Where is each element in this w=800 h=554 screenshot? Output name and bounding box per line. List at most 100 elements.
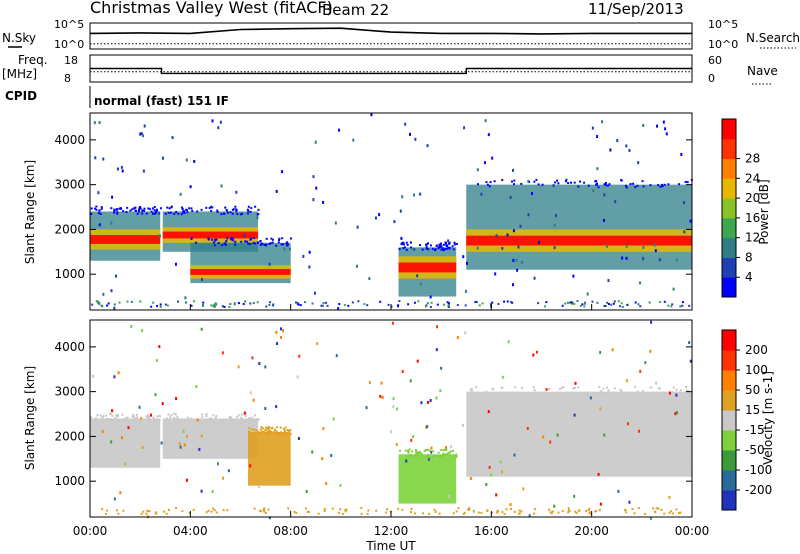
scatter-point <box>390 430 393 434</box>
scatter-point <box>587 184 590 187</box>
scatter-point <box>240 419 243 422</box>
scatter-point <box>530 192 533 196</box>
scatter-point <box>153 209 156 212</box>
scatter-point <box>609 148 612 152</box>
scatter-point <box>490 511 493 514</box>
scatter-point <box>158 211 161 215</box>
scatter-point <box>222 476 225 480</box>
scatter-point <box>178 442 181 446</box>
scatter-point <box>556 433 559 437</box>
scatter-point <box>275 405 278 409</box>
scatter-point <box>98 121 101 125</box>
scatter-point <box>249 238 252 241</box>
scatter-point <box>138 207 141 210</box>
scatter-point <box>249 210 252 213</box>
scatter-point <box>368 380 371 384</box>
scatter-point <box>386 508 389 511</box>
scatter-point <box>117 371 120 375</box>
scatter-point <box>221 244 224 247</box>
colorbar-tick-label: 100 <box>745 363 768 377</box>
scatter-point <box>306 510 309 513</box>
scatter-point <box>163 419 166 422</box>
scatter-point <box>311 302 314 305</box>
scatter-point <box>426 454 429 457</box>
scatter-point <box>259 428 262 431</box>
scatter-point <box>115 509 118 512</box>
scatter-point <box>485 483 488 487</box>
scatter-point <box>322 301 325 304</box>
scatter-point <box>356 225 359 229</box>
scatter-point <box>430 301 433 304</box>
scatter-point <box>119 491 122 495</box>
scatter-point <box>214 238 217 242</box>
x-tick-label: 00:00 <box>73 524 108 538</box>
scatter-band-peak <box>162 231 259 239</box>
scatter-point <box>154 418 157 421</box>
scatter-point <box>314 140 317 144</box>
scatter-point <box>263 507 266 510</box>
scatter-point <box>515 258 518 262</box>
scatter-point <box>100 206 103 209</box>
scatter-point <box>452 512 455 515</box>
scatter-point <box>229 211 232 214</box>
scatter-point <box>186 416 189 419</box>
scatter-point <box>408 448 411 451</box>
date-label: 11/Sep/2013 <box>588 0 684 18</box>
scatter-point <box>648 301 651 304</box>
scatter-point <box>435 244 438 247</box>
scatter-point <box>265 243 268 247</box>
scatter-point <box>442 249 445 252</box>
scatter-point <box>533 276 536 280</box>
scatter-point <box>142 510 145 513</box>
scatter-point <box>670 305 673 308</box>
scatter-point <box>264 432 267 435</box>
scatter-point <box>424 305 427 308</box>
scatter-point <box>248 427 251 430</box>
scatter-point <box>101 430 104 434</box>
scatter-point <box>270 431 273 434</box>
scatter-point <box>175 397 178 401</box>
scatter-point <box>175 211 178 214</box>
scatter-point <box>546 392 549 395</box>
scatter-point <box>251 416 254 419</box>
scatter-point <box>143 207 146 210</box>
scatter-point <box>412 193 415 197</box>
scatter-point <box>676 411 679 415</box>
scatter-point <box>428 512 431 515</box>
scatter-point <box>174 262 177 266</box>
scatter-point <box>668 511 671 514</box>
scatter-point <box>365 406 368 410</box>
scatter-point <box>392 405 395 409</box>
scatter-point <box>264 406 267 410</box>
scatter-point <box>273 431 276 434</box>
scatter-point <box>237 365 240 369</box>
scatter-point <box>270 237 273 240</box>
scatter-point <box>249 243 252 246</box>
scatter-point <box>286 429 289 432</box>
scatter-point <box>434 248 437 251</box>
scatter-point <box>270 427 273 430</box>
scatter-point <box>268 516 271 520</box>
scatter-point <box>179 192 182 196</box>
scatter-point <box>637 161 640 165</box>
scatter-point <box>236 213 239 216</box>
scatter-point <box>190 236 193 239</box>
scatter-point <box>474 300 477 303</box>
scatter-point <box>478 304 481 307</box>
scatter-point <box>426 302 429 305</box>
scatter-point <box>213 303 216 306</box>
scatter-point <box>283 432 286 435</box>
scatter-point <box>435 348 438 352</box>
scatter-point <box>167 413 170 416</box>
scatter-point <box>509 195 512 199</box>
scatter-point <box>675 508 678 511</box>
scatter-point <box>132 413 135 416</box>
scatter-point <box>223 418 226 421</box>
scatter-point <box>429 244 432 247</box>
scatter-point <box>175 507 178 510</box>
scatter-point <box>257 208 260 211</box>
y-tick-label: 4000 <box>54 340 85 354</box>
scatter-band-peak <box>190 268 291 275</box>
scatter-point <box>231 208 234 211</box>
scatter-point <box>501 375 504 379</box>
